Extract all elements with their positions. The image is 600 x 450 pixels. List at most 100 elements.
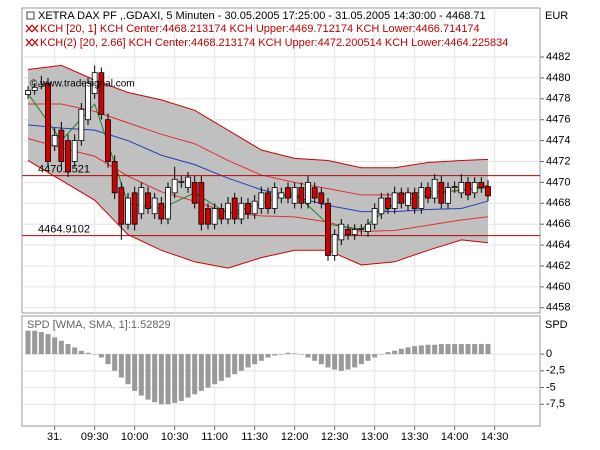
histogram-bar (245, 354, 251, 368)
y-tick-label: 4468 (546, 197, 570, 209)
level-label: 4470.6521 (38, 163, 90, 175)
candle-body (91, 72, 98, 94)
candle-body (58, 129, 65, 162)
candle-body (418, 187, 425, 209)
candle-body (178, 180, 185, 183)
histogram-bar (378, 354, 384, 355)
x-tick-label: 11:30 (241, 431, 268, 443)
histogram-bar (285, 352, 291, 355)
candle-body (325, 202, 331, 256)
y-tick-label: -5 (546, 381, 556, 393)
candle-body (351, 229, 358, 236)
histogram-bar (325, 354, 331, 368)
histogram-bar (32, 330, 38, 355)
histogram-bar (352, 354, 358, 368)
y-tick-label: 4464 (546, 239, 570, 251)
candle-body (391, 192, 398, 209)
histogram-bar (465, 344, 471, 355)
y-tick-label: 4458 (546, 302, 570, 314)
candle-body (338, 223, 345, 241)
histogram-bar (405, 347, 411, 355)
histogram-bar (338, 354, 344, 371)
histogram-bar (98, 354, 104, 358)
histogram-bar (485, 343, 491, 355)
x-tick-label: 12:30 (321, 431, 349, 443)
histogram-bar (72, 347, 78, 355)
candle-body (25, 90, 31, 96)
histogram-bar (332, 354, 338, 370)
plot-layer: 4470.6521 4464.9102 (22, 8, 544, 430)
candle-body (231, 197, 238, 220)
histogram-bar (52, 337, 58, 355)
candle-body (358, 227, 365, 230)
candle-body (211, 208, 218, 225)
histogram-bar (278, 354, 284, 355)
candle-body (431, 178, 438, 199)
candle-body (471, 181, 478, 194)
histogram-bar (92, 354, 98, 355)
histogram-bar (252, 354, 258, 365)
histogram-bar (192, 354, 198, 395)
x-tick-label: 12:00 (281, 431, 309, 443)
candle-body (165, 187, 171, 220)
candle-body (451, 186, 458, 189)
indicator-icon (25, 24, 39, 33)
level-label: 4464.9102 (38, 223, 90, 235)
candle-body (365, 223, 371, 232)
histogram-bar (85, 352, 91, 355)
candle-body (205, 208, 211, 225)
histogram-bar (345, 354, 351, 370)
histogram-bar (292, 353, 298, 355)
candle-body (458, 181, 465, 194)
histogram-bar (138, 354, 144, 396)
histogram-bar (65, 344, 71, 355)
x-tick-label: 10:00 (121, 431, 149, 443)
currency-label: EUR (545, 10, 568, 22)
histogram-bar (205, 354, 211, 388)
candle-body (65, 140, 71, 173)
candle-body (265, 192, 271, 209)
candle-body (218, 208, 225, 220)
spd-axis-label: SPD (545, 319, 568, 331)
indicator-legend: KCH(2) [20, 2.66] KCH Center:4468.213174… (40, 37, 508, 49)
indicator-line (27, 64, 489, 169)
histogram-bar (318, 354, 324, 365)
candle-body (225, 202, 231, 220)
candle-body (145, 192, 151, 209)
x-tick-label: 13:00 (361, 431, 389, 443)
candle-body (105, 119, 111, 162)
candle-body (131, 192, 138, 225)
y-tick-label: -2,5 (546, 365, 565, 377)
candle-body (38, 83, 45, 87)
histogram-bar (132, 354, 138, 391)
chart-title: XETRA DAX PF ,.GDAXI, 5 Minuten - 30.05.… (38, 10, 486, 22)
histogram-bar (258, 354, 264, 361)
x-tick-label: 09:30 (81, 431, 109, 443)
candle-body (371, 208, 378, 225)
histogram-bar (458, 344, 464, 355)
histogram-bar (218, 354, 224, 381)
histogram-bar (358, 354, 364, 365)
candle-body (98, 72, 105, 115)
candle-body (398, 192, 405, 204)
x-tick-label: 11:00 (201, 431, 228, 443)
histogram-bar (172, 354, 178, 403)
histogram-bar (478, 344, 484, 355)
x-tick-label: 14:30 (481, 431, 509, 443)
indicator-line (27, 138, 489, 233)
histogram-bar (232, 354, 238, 375)
histogram-bar (125, 354, 131, 385)
candle-body (345, 229, 351, 236)
watermark: © www.tradesignal.com (30, 79, 135, 90)
candle-body (465, 181, 471, 196)
candle-body (198, 181, 205, 225)
histogram-bar (298, 354, 304, 355)
candle-body (151, 197, 158, 215)
histogram-bar (272, 354, 278, 356)
y-tick-label: -7,5 (546, 398, 565, 410)
histogram-bar (312, 354, 318, 361)
candle-body (171, 178, 178, 194)
histogram-bar (425, 344, 431, 355)
y-tick-label: 4482 (546, 51, 570, 63)
